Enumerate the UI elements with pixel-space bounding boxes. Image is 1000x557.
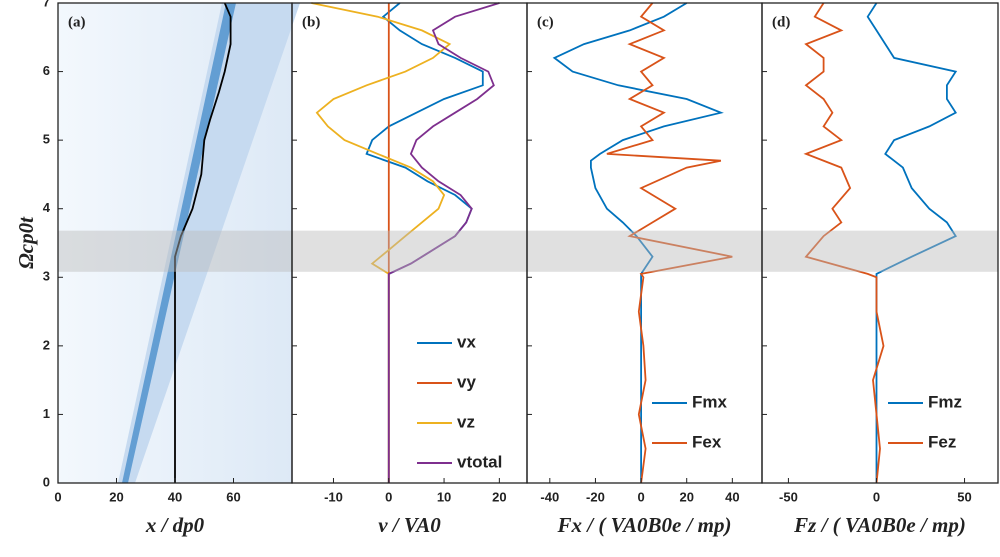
- legend-label: Fex: [692, 432, 722, 451]
- x-tick-label: 0: [873, 489, 880, 504]
- y-axis-label: Ωcp0t: [14, 216, 38, 269]
- panel-frame: [761, 2, 999, 484]
- x-tick-label: 10: [437, 489, 451, 504]
- x-tick-label: 20: [109, 489, 123, 504]
- x-tick-label: -40: [540, 489, 559, 504]
- x-axis-label: v / VA0: [378, 513, 441, 537]
- panel-label: (c): [537, 14, 554, 30]
- data-line: [174, 2, 232, 483]
- x-tick-label: 50: [957, 489, 971, 504]
- y-tick-label: 6: [43, 63, 50, 78]
- y-tick-label: 3: [43, 269, 50, 284]
- y-tick-label: 5: [43, 132, 50, 147]
- legend-label: vx: [457, 332, 476, 351]
- x-tick-label: 40: [168, 489, 182, 504]
- panel-label: (a): [68, 14, 86, 30]
- data-line: [387, 2, 500, 483]
- legend-label: Fez: [928, 432, 956, 451]
- x-axis-label: Fx / ( VA0B0e / mp): [556, 513, 731, 537]
- y-tick-label: 1: [43, 406, 50, 421]
- legend-label: vy: [457, 372, 476, 391]
- highlight-band: [58, 230, 998, 272]
- y-tick-label: 7: [43, 0, 50, 9]
- legend-label: vtotal: [457, 452, 502, 471]
- x-tick-label: 60: [226, 489, 240, 504]
- field-front: [118, 3, 300, 483]
- y-tick-label: 0: [43, 474, 50, 489]
- data-line: [803, 2, 885, 484]
- x-tick-label: -20: [586, 489, 605, 504]
- x-axis-label: Fz / ( VA0B0e / mp): [793, 513, 966, 537]
- x-tick-label: -10: [324, 489, 343, 504]
- x-axis-label: x / dp0: [145, 513, 205, 537]
- x-tick-label: 0: [385, 489, 392, 504]
- x-tick-label: 0: [637, 489, 644, 504]
- y-tick-label: 2: [43, 337, 50, 352]
- data-line: [311, 2, 452, 483]
- x-tick-label: -50: [779, 489, 798, 504]
- x-tick-label: 20: [492, 489, 506, 504]
- panel-label: (b): [302, 14, 320, 30]
- legend-label: vz: [457, 412, 475, 431]
- data-line: [866, 2, 958, 483]
- data-line: [606, 2, 733, 484]
- legend-label: Fmx: [692, 392, 728, 411]
- x-tick-label: 20: [679, 489, 693, 504]
- panel-label: (d): [772, 14, 790, 30]
- legend-label: Fmz: [928, 392, 962, 411]
- x-tick-label: 0: [54, 489, 61, 504]
- y-tick-label: 4: [43, 200, 51, 215]
- x-tick-label: 40: [725, 489, 739, 504]
